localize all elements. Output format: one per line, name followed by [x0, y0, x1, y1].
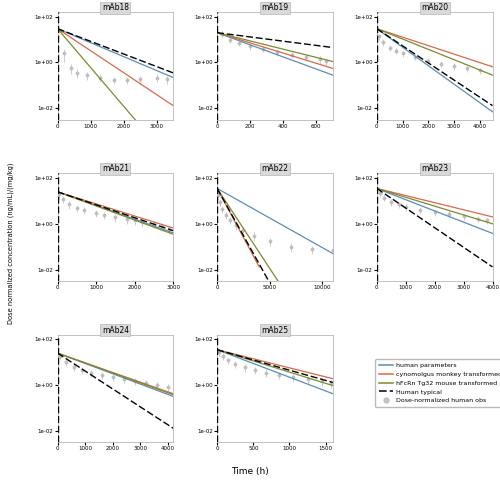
Title: mAb18: mAb18	[102, 3, 129, 12]
Title: mAb23: mAb23	[421, 164, 448, 174]
Legend: human parameters, cynomolgus monkey transformed, hFcRn Tg32 mouse transformed, H: human parameters, cynomolgus monkey tran…	[376, 359, 500, 407]
Text: Dose normalized concentration (ng/mL)/(mg/kg): Dose normalized concentration (ng/mL)/(m…	[8, 162, 14, 324]
Title: mAb20: mAb20	[421, 3, 448, 12]
Title: mAb25: mAb25	[262, 326, 288, 335]
Text: Time (h): Time (h)	[231, 467, 269, 476]
Title: mAb21: mAb21	[102, 164, 129, 174]
Title: mAb19: mAb19	[262, 3, 288, 12]
Title: mAb22: mAb22	[262, 164, 288, 174]
Title: mAb24: mAb24	[102, 326, 129, 335]
